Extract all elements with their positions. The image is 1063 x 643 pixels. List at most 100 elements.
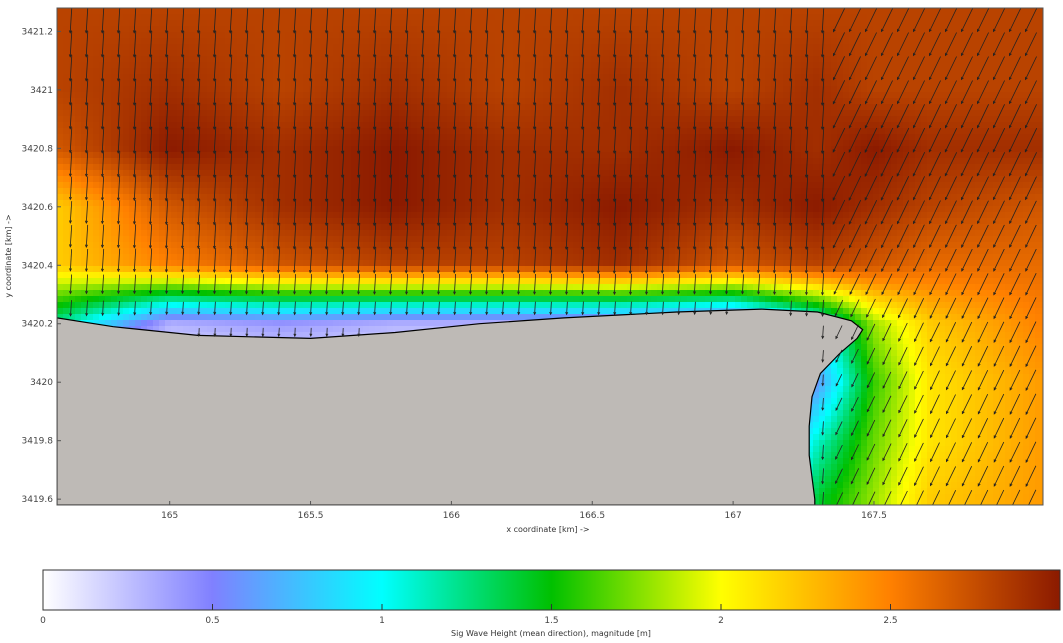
heatmap-cell: [957, 98, 964, 105]
heatmap-cell: [1041, 170, 1043, 177]
heatmap-cell: [759, 44, 766, 51]
heatmap-cell: [999, 20, 1006, 27]
heatmap-cell: [591, 164, 598, 171]
heatmap-cell: [291, 38, 298, 45]
heatmap-cell: [981, 32, 988, 39]
heatmap-cell: [711, 110, 718, 117]
heatmap-cell: [255, 128, 262, 135]
heatmap-cell: [777, 80, 784, 87]
heatmap-cell: [579, 104, 586, 111]
heatmap-cell: [381, 164, 388, 171]
heatmap-cell: [279, 44, 286, 51]
heatmap-cell: [423, 146, 430, 153]
heatmap-cell: [1029, 146, 1036, 153]
heatmap-cell: [657, 104, 664, 111]
heatmap-cell: [69, 56, 76, 63]
heatmap-cell: [273, 62, 280, 69]
heatmap-cell: [327, 38, 334, 45]
heatmap-cell: [579, 182, 586, 189]
heatmap-cell: [591, 14, 598, 21]
heatmap-cell: [549, 62, 556, 69]
heatmap-cell: [585, 140, 592, 147]
heatmap-cell: [597, 92, 604, 99]
heatmap-cell: [267, 128, 274, 135]
heatmap-cell: [1035, 32, 1042, 39]
heatmap-cell: [957, 176, 964, 183]
heatmap-cell: [321, 56, 328, 63]
heatmap-cell: [399, 182, 406, 189]
heatmap-cell: [459, 110, 466, 117]
heatmap-cell: [663, 86, 670, 93]
heatmap-cell: [1005, 170, 1012, 177]
heatmap-cell: [1035, 122, 1042, 129]
heatmap-cell: [645, 86, 652, 93]
heatmap-cell: [501, 182, 508, 189]
heatmap-cell: [981, 44, 988, 51]
heatmap-cell: [747, 20, 754, 27]
heatmap-cell: [105, 176, 112, 183]
heatmap-cell: [417, 146, 424, 153]
heatmap-cell: [921, 128, 928, 135]
heatmap-cell: [645, 98, 652, 105]
heatmap-cell: [69, 62, 76, 69]
heatmap-cell: [105, 8, 112, 15]
heatmap-cell: [489, 56, 496, 63]
heatmap-cell: [483, 68, 490, 75]
heatmap-cell: [645, 20, 652, 27]
heatmap-cell: [627, 140, 634, 147]
heatmap-cell: [663, 8, 670, 15]
heatmap-cell: [681, 26, 688, 33]
heatmap-cell: [939, 86, 946, 93]
heatmap-cell: [81, 44, 88, 51]
heatmap-cell: [369, 158, 376, 165]
heatmap-cell: [225, 80, 232, 87]
heatmap-cell: [621, 158, 628, 165]
heatmap-cell: [837, 80, 844, 87]
heatmap-cell: [441, 134, 448, 141]
heatmap-cell: [117, 158, 124, 165]
heatmap-cell: [399, 20, 406, 27]
heatmap-cell: [387, 182, 394, 189]
heatmap-cell: [249, 86, 256, 93]
heatmap-cell: [1029, 74, 1036, 81]
heatmap-cell: [663, 44, 670, 51]
heatmap-cell: [681, 86, 688, 93]
heatmap-cell: [951, 98, 958, 105]
heatmap-cell: [453, 8, 460, 15]
heatmap-cell: [1005, 20, 1012, 27]
heatmap-cell: [453, 50, 460, 57]
heatmap-cell: [867, 26, 874, 33]
heatmap-cell: [423, 14, 430, 21]
heatmap-cell: [399, 38, 406, 45]
heatmap-cell: [807, 98, 814, 105]
heatmap-cell: [765, 176, 772, 183]
heatmap-cell: [687, 50, 694, 57]
heatmap-cell: [759, 50, 766, 57]
heatmap-cell: [303, 140, 310, 147]
heatmap-cell: [501, 44, 508, 51]
heatmap-cell: [591, 74, 598, 81]
heatmap-cell: [405, 62, 412, 69]
heatmap-cell: [519, 104, 526, 111]
heatmap-cell: [915, 98, 922, 105]
heatmap-cell: [513, 8, 520, 15]
heatmap-cell: [171, 62, 178, 69]
heatmap-cell: [735, 110, 742, 117]
heatmap-cell: [477, 116, 484, 123]
heatmap-cell: [75, 146, 82, 153]
heatmap-cell: [423, 74, 430, 81]
heatmap-cell: [375, 134, 382, 141]
heatmap-cell: [561, 62, 568, 69]
heatmap-cell: [681, 146, 688, 153]
heatmap-cell: [693, 32, 700, 39]
heatmap-cell: [897, 86, 904, 93]
heatmap-cell: [765, 8, 772, 15]
heatmap-cell: [57, 56, 64, 63]
heatmap-cell: [441, 80, 448, 87]
heatmap-cell: [843, 20, 850, 27]
heatmap-cell: [951, 26, 958, 33]
heatmap-cell: [507, 146, 514, 153]
heatmap-cell: [585, 32, 592, 39]
heatmap-cell: [447, 92, 454, 99]
heatmap-cell: [1041, 8, 1043, 15]
